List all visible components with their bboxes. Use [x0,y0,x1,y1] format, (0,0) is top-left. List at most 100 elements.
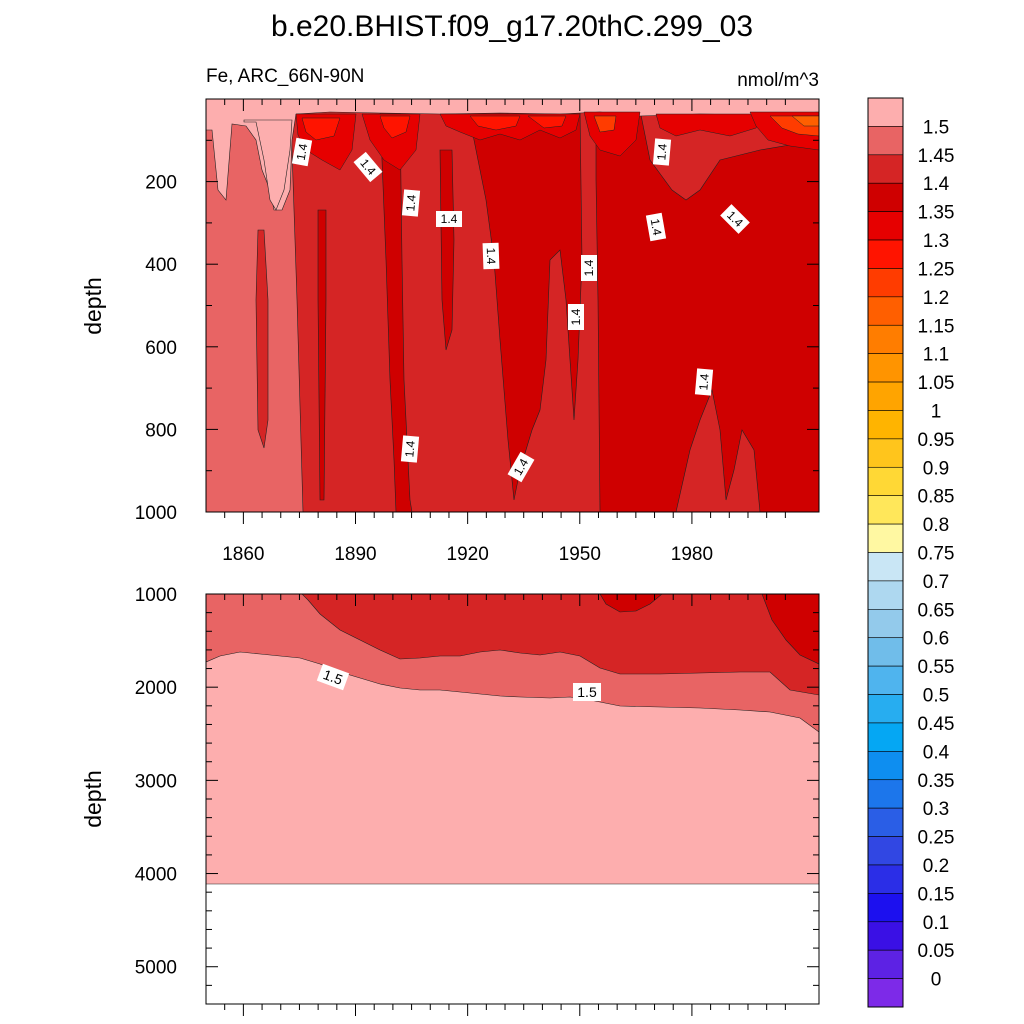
colorbar-label: 1 [931,401,942,422]
contour-label-text: 1.4 [648,218,665,237]
contour-label-text: 1.5 [321,666,345,688]
colorbar-label: 0 [931,970,942,991]
y-tick-label: 1000 [135,585,177,606]
colorbar-label: 0.15 [918,884,955,905]
colorbar-label: 0.6 [923,629,949,650]
contour-label: 1.4 [436,211,462,227]
contour-label: 1.4 [720,204,750,234]
colorbar-box [867,893,904,923]
colorbar-box [867,296,904,326]
colorbar-label: 0.1 [923,913,949,934]
bottom-region-1.35-a [599,594,663,613]
colorbar-label: 1.5 [923,117,949,138]
contour-label: 1.4 [291,137,313,167]
colorbar-label: 1.2 [923,288,949,309]
top-region-1.35-e [317,209,327,501]
bottom-contour-labels: 1.5 1.5 [316,663,601,701]
colorbar-label: 1.05 [918,373,955,394]
colorbar-label: 0.65 [918,600,955,621]
y-tick-label: 3000 [135,771,177,792]
colorbar-label: 0.5 [923,686,949,707]
y-tick-label: 4000 [135,865,177,886]
colorbar-box [867,807,904,837]
top-y-axis-label: depth [80,277,106,335]
colorbar-label: 0.2 [923,856,949,877]
colorbar-box [867,580,904,610]
y-tick-label: 600 [145,338,177,359]
colorbar-label: 1.4 [923,174,950,195]
colorbar-box [867,921,904,951]
surface-blobs [295,111,819,171]
contour-label: 1.4 [645,212,667,242]
contour-label: 1.4 [353,151,383,183]
colorbar-label: 0.75 [918,544,955,565]
x-tick-label: 1980 [671,544,713,565]
contour-label: 1.4 [401,189,421,217]
contour-label-text: 1.4 [402,440,417,458]
contour-label: 1.4 [400,435,420,463]
contour-label: 1.5 [316,663,350,691]
y-tick-label: 800 [145,420,177,441]
contour-label: 1.4 [581,255,597,281]
colorbar-label: 1.1 [923,345,949,366]
colorbar-label: 0.85 [918,487,955,508]
contour-label: 1.4 [507,451,535,483]
contour-label: 1.4 [568,304,584,330]
colorbar-box [867,609,904,639]
units-label: nmol/m^3 [737,70,819,91]
colorbar-label: 1.25 [918,259,955,280]
top-region-1.35-a [379,109,413,512]
colorbar-box [867,978,904,1008]
x-tick-label: 1920 [447,544,489,565]
colorbar-box [867,949,904,979]
colorbar-box [867,523,904,553]
top-panel-axes: 200 400 600 800 1000 1860 1890 1920 1950 1980 [135,99,819,565]
y-tick-label: 200 [145,173,177,194]
colorbar-box [867,722,904,752]
colorbar-box [867,239,904,269]
bottom-y-axis-label: depth [80,770,106,828]
colorbar-box [867,97,904,127]
contour-label: 1.4 [694,368,714,396]
colorbar-box [867,268,904,298]
contour-label-text: 1.4 [582,259,596,276]
colorbar-box [867,154,904,184]
top-region-1.35-d [439,149,455,351]
colorbar-box [867,466,904,496]
colorbar-box [867,381,904,411]
top-region-1.35-c [595,109,819,512]
colorbar-box [867,751,904,781]
y-tick-label: 2000 [135,678,177,699]
contour-label-text: 1.4 [484,247,499,264]
colorbar-box [867,836,904,866]
contour-label-text: 1.4 [654,143,669,161]
colorbar-box [867,637,904,667]
colorbar-label: 1.3 [923,231,949,252]
y-tick-label: 5000 [135,958,177,979]
bottom-region-1.4 [301,594,819,696]
colorbar-label: 0.45 [918,714,955,735]
bottom-region-1.35-b [761,594,819,665]
colorbar-label: 0.4 [923,742,950,763]
contour-label: 1.5 [573,683,601,701]
top-region-1.5-b [243,119,293,211]
colorbar-label: 1.35 [918,203,955,224]
colorbar: 1.5 1.45 1.4 1.35 1.3 1.25 1.2 1.15 1.1 1.05 1 0.95… [867,97,955,1008]
colorbar-box [867,211,904,241]
colorbar-label: 0.3 [923,799,949,820]
colorbar-box [867,694,904,724]
x-tick-label: 1860 [222,544,264,565]
colorbar-label: 0.25 [918,828,955,849]
contour-label-text: 1.5 [577,684,597,700]
colorbar-label: 0.05 [918,941,955,962]
colorbar-box [867,182,904,212]
colorbar-label: 1.15 [918,316,955,337]
colorbar-box [867,324,904,354]
colorbar-label: 0.8 [923,515,949,536]
top-region-1.35-f [255,229,269,449]
contour-label-text: 1.4 [403,194,418,212]
bottom-panel-axes: 1000 2000 3000 4000 5000 [135,585,819,1016]
contour-label-text: 1.4 [441,212,458,226]
colorbar-label: 0.55 [918,657,955,678]
chart-title: b.e20.BHIST.f09_g17.20thC.299_03 [271,10,753,43]
